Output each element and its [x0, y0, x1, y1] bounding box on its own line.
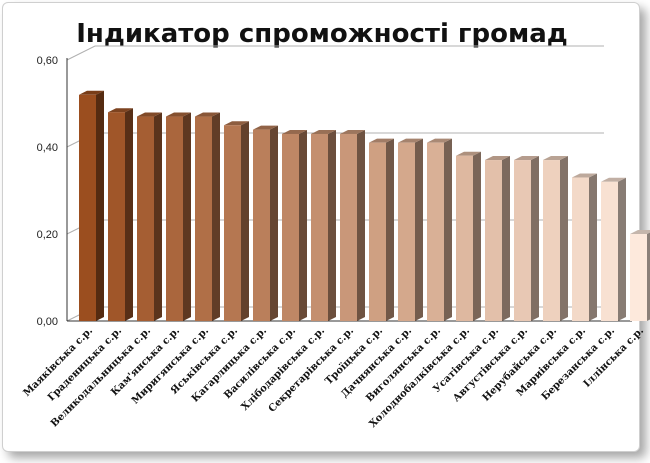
bar [572, 173, 597, 321]
bar [311, 129, 336, 321]
bar-front [572, 177, 589, 321]
bar-top [427, 138, 452, 143]
bar-top [456, 151, 481, 156]
bar-front [79, 94, 96, 321]
bar-side [589, 173, 597, 321]
bar-top [601, 177, 626, 182]
bar-front [485, 160, 502, 321]
bar-side [154, 112, 162, 321]
bar [601, 177, 626, 321]
bar-side [502, 156, 510, 321]
bar [485, 156, 510, 321]
bar-side [299, 129, 307, 321]
bar [253, 125, 278, 321]
y-tick-label: 0,20 [37, 229, 58, 241]
bar-front [166, 116, 183, 321]
bar-side [444, 138, 452, 321]
bar-front [253, 129, 270, 321]
x-tick-labels: Маяківська с.р.Граденицька с.р.Великодал… [22, 325, 647, 430]
bar-side [647, 232, 650, 321]
bar-front [282, 133, 299, 321]
bar-top [137, 112, 162, 117]
bar-side [270, 125, 278, 321]
bar [369, 138, 394, 321]
bar-side [415, 138, 423, 321]
bar-top [630, 230, 650, 234]
bar-front [630, 234, 647, 321]
bar-top [398, 138, 423, 143]
bar [456, 151, 481, 321]
bar [427, 138, 452, 321]
bar [543, 156, 568, 321]
bar-top [572, 173, 597, 178]
bar [108, 108, 133, 321]
gridline [66, 45, 604, 61]
bar-side [560, 156, 568, 321]
bar-side [328, 129, 336, 321]
bar-side [531, 156, 539, 321]
bar-front [398, 142, 415, 321]
bar [137, 112, 162, 321]
y-tick-label: 0,40 [37, 142, 58, 154]
bar-front [340, 133, 357, 321]
y-tick-label: 0,60 [37, 55, 58, 67]
bar-top [311, 129, 336, 134]
bar-front [311, 133, 328, 321]
bar [195, 112, 220, 321]
bar [398, 138, 423, 321]
bars-layer [79, 90, 650, 321]
bar-top [282, 129, 307, 134]
bar [79, 90, 104, 321]
bar-side [241, 121, 249, 321]
bar [282, 129, 307, 321]
bar [224, 121, 249, 321]
bar-top [340, 129, 365, 134]
bar [340, 129, 365, 321]
bar-top [253, 125, 278, 130]
bar-front [369, 142, 386, 321]
bar-top [514, 156, 539, 161]
chart-title: Індикатор спроможності громад [76, 19, 568, 49]
bar [630, 230, 650, 321]
bar-front [456, 155, 473, 321]
bar-side [96, 90, 104, 321]
bar-side [473, 151, 481, 321]
bar [514, 156, 539, 321]
bar [166, 112, 191, 321]
bar-side [212, 112, 220, 321]
bar-front [427, 142, 444, 321]
bar-top [485, 156, 510, 161]
bar-top [79, 90, 104, 95]
bar-top [369, 138, 394, 143]
bar-front [601, 181, 618, 321]
bar-front [108, 112, 125, 321]
bar-front [543, 160, 560, 321]
bar-top [108, 108, 133, 113]
bar-top [166, 112, 191, 117]
bar-front [514, 160, 531, 321]
bar-top [195, 112, 220, 117]
bar-side [618, 177, 626, 321]
bar-side [125, 108, 133, 321]
bar-side [386, 138, 394, 321]
bar-front [137, 116, 154, 321]
bar-front [195, 116, 212, 321]
bar-side [357, 129, 365, 321]
bar-top [224, 121, 249, 126]
y-tick-labels: 0,00 0,20 0,40 0,60 [37, 55, 58, 328]
bar-front [224, 125, 241, 321]
y-tick-label: 0,00 [37, 316, 58, 328]
bar-top [543, 156, 568, 161]
bar-side [183, 112, 191, 321]
